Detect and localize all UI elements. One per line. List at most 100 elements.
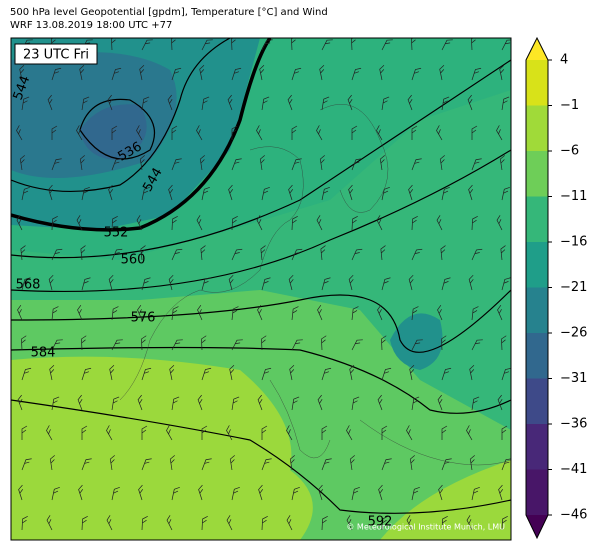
wind-barb [51,248,63,261]
wind-barb [168,184,174,201]
wind-barb [288,274,294,291]
barb [377,304,383,321]
barb [106,425,113,441]
wind-barb [76,125,83,141]
barb [51,67,62,81]
barb [168,274,174,291]
barb [201,515,208,531]
wind-barb [201,187,210,201]
wind-barb [201,367,212,381]
barb [257,304,263,321]
barb [441,39,453,51]
barb [21,458,32,471]
barb [381,39,393,51]
wind-barb [47,94,53,111]
barb [351,248,363,261]
wind-barb [471,487,480,501]
barb [411,339,423,351]
barb [109,455,115,471]
contour [11,399,511,514]
barb [436,125,443,141]
barb [441,458,452,471]
wind-barb [196,125,203,141]
wind-barb [381,335,387,351]
wind-barb [81,515,88,531]
map-frame [10,37,512,541]
wind-barb [321,458,332,471]
wind-barb [377,394,383,411]
wind-barb [201,335,207,351]
wind-barb [231,38,237,51]
wind-barb [439,65,445,81]
wind-barb [411,215,418,231]
barb [46,425,53,441]
wind-barb [498,484,504,501]
wind-barb [256,125,263,141]
barb [80,245,86,261]
wind-barb [438,484,444,501]
wind-barb [259,155,265,171]
wind-barb [349,365,355,381]
barb [496,215,503,231]
wind-barb [321,515,328,531]
barb [469,365,475,381]
colorbar-tick-label: −1 [560,98,579,113]
barb [141,39,153,51]
barb [407,94,413,111]
wind-barb [381,515,388,531]
barb [81,187,90,201]
barb [81,367,92,381]
barb [20,245,26,261]
barb [291,248,303,261]
wind-barb [16,215,23,231]
barb [77,394,83,411]
wind-barb [106,425,113,441]
wind-barb [501,96,510,111]
wind-barb [321,425,328,440]
wind-barb [441,458,452,471]
barb [466,515,473,531]
wind-barb [21,277,31,291]
barb [231,38,237,51]
wind-barb [436,215,443,231]
barb [81,515,88,531]
barb [141,458,152,471]
barb [107,94,113,111]
wind-barb [380,245,386,261]
wind-barb [17,304,23,321]
barb [79,65,85,81]
wind-barb [441,39,453,51]
wind-barb [347,94,353,111]
wind-barb [381,277,391,291]
wind-barb [199,65,205,81]
colorbar-tick-label: −16 [560,235,587,250]
wind-barb [321,367,332,381]
wind-barb [261,335,267,351]
barb [19,65,25,81]
barb [378,484,384,501]
wind-barb [141,96,150,111]
wind-barb [141,335,147,351]
wind-barb [376,215,383,231]
wind-barb [501,458,511,471]
contour-label: 584 [31,346,56,361]
barb [436,215,443,231]
wind-barb [167,94,173,111]
barb [17,304,23,321]
barb [319,65,325,81]
wind-barb [201,515,208,531]
barb [381,335,387,351]
barb [497,394,503,411]
colorbar-tick-label: −36 [560,417,587,432]
barb [351,306,359,321]
wind-barb [51,67,62,81]
wind-barb [201,96,210,111]
wind-barb [471,67,482,81]
barb [256,215,263,231]
wind-barb [441,335,447,351]
wind-barb [468,184,474,201]
barb [21,335,27,351]
wind-barb [231,487,240,501]
wind-barb [351,396,360,411]
wind-barb [226,425,233,441]
